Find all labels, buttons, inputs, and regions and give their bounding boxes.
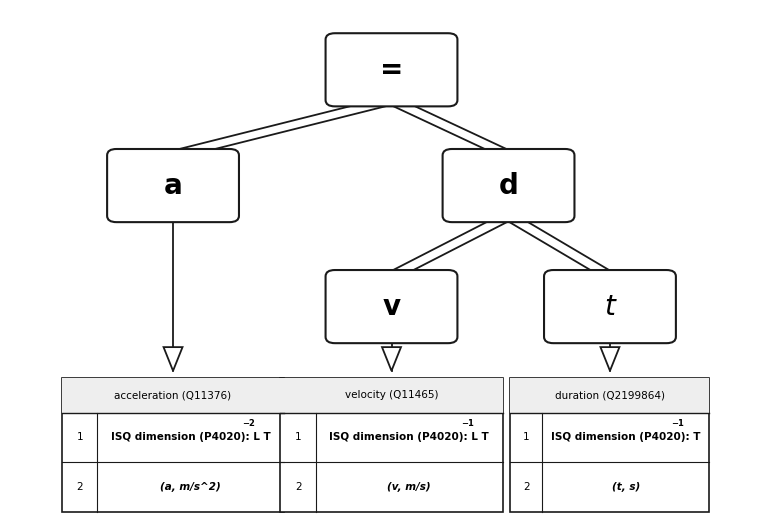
Polygon shape — [382, 347, 401, 371]
Text: (v, m/s): (v, m/s) — [388, 482, 431, 492]
Polygon shape — [164, 347, 182, 371]
Text: v: v — [382, 293, 401, 321]
Text: a: a — [164, 171, 182, 199]
Text: 1: 1 — [523, 432, 530, 442]
Text: t: t — [604, 293, 615, 321]
Text: duration (Q2199864): duration (Q2199864) — [555, 390, 665, 400]
Bar — [280, 378, 503, 413]
Text: acceleration (Q11376): acceleration (Q11376) — [114, 390, 232, 400]
Bar — [511, 378, 709, 512]
Text: 1: 1 — [294, 432, 301, 442]
FancyBboxPatch shape — [326, 270, 457, 343]
Text: (a, m/s^2): (a, m/s^2) — [161, 482, 222, 492]
Text: =: = — [380, 56, 403, 84]
FancyBboxPatch shape — [107, 149, 239, 222]
Text: −1: −1 — [671, 419, 684, 428]
Text: (t, s): (t, s) — [612, 482, 640, 492]
FancyBboxPatch shape — [442, 149, 575, 222]
Text: 2: 2 — [76, 482, 83, 492]
Bar — [511, 378, 709, 413]
Text: ISQ dimension (P4020): L T: ISQ dimension (P4020): L T — [330, 432, 489, 442]
Text: ISQ dimension (P4020): T: ISQ dimension (P4020): T — [551, 432, 701, 442]
Text: 2: 2 — [523, 482, 530, 492]
Text: d: d — [499, 171, 518, 199]
Text: −2: −2 — [242, 419, 255, 428]
FancyBboxPatch shape — [544, 270, 676, 343]
Text: 1: 1 — [76, 432, 83, 442]
Bar — [62, 378, 284, 512]
FancyBboxPatch shape — [326, 33, 457, 106]
Polygon shape — [601, 347, 619, 371]
Bar — [280, 378, 503, 512]
Bar — [62, 378, 284, 413]
Text: 2: 2 — [294, 482, 301, 492]
Text: velocity (Q11465): velocity (Q11465) — [345, 390, 438, 400]
Text: ISQ dimension (P4020): L T: ISQ dimension (P4020): L T — [111, 432, 271, 442]
Text: −1: −1 — [460, 419, 474, 428]
